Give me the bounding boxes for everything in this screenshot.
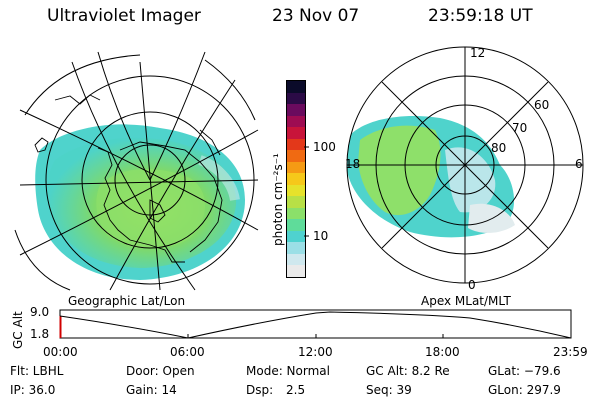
right-aurora-image: [347, 116, 515, 238]
colorbar-tick-10: 10: [313, 229, 329, 243]
colorbar-unit-label: photon cm⁻²s⁻¹: [271, 153, 285, 246]
mlt-label-0: 0: [468, 278, 476, 292]
colorbar-swatch: [287, 127, 305, 139]
info-glon: GLon: 297.9: [488, 383, 561, 397]
altitude-curve: [59, 311, 572, 339]
mlt-label-6: 6: [575, 157, 583, 171]
colorbar-swatch: [287, 138, 305, 151]
left-lat-lon-grid: [19, 51, 259, 291]
info-gc-alt: GC Alt: 8.2 Re: [366, 364, 450, 378]
altitude-ymin-label: 1.8: [30, 327, 50, 341]
right-mlat-mlt-grid: [346, 46, 584, 284]
colorbar-swatch: [287, 207, 305, 220]
colorbar-tick-100: 100: [313, 140, 336, 154]
geographic-globe-panel: [14, 51, 259, 291]
mlat-label-70: 70: [512, 121, 528, 135]
left-panel-caption: Geographic Lat/Lon: [68, 294, 186, 308]
mlt-label-12: 12: [470, 46, 486, 60]
magnetic-polar-panel: [346, 46, 584, 284]
altitude-xtick-0000: 00:00: [43, 345, 78, 359]
info-dsp-value: 2.5: [286, 383, 306, 397]
altitude-ymax-label: 9.0: [30, 305, 50, 319]
altitude-xtick-1200: 12:00: [298, 345, 333, 359]
left-aurora-image: [35, 124, 245, 281]
colorbar-swatch: [287, 92, 305, 105]
app-title: Ultraviolet Imager: [47, 6, 201, 26]
colorbar-ticks: [304, 146, 309, 237]
altitude-xtick-0600: 06:00: [170, 345, 205, 359]
colorbar-swatch: [287, 173, 305, 185]
right-panel-caption: Apex MLat/MLT: [421, 294, 511, 308]
altitude-xtick-2359: 23:59: [553, 345, 588, 359]
colorbar-swatch: [287, 253, 305, 266]
info-seq: Seq: 39: [366, 383, 412, 397]
colorbar-swatch: [287, 115, 305, 128]
colorbar-swatch: [287, 184, 305, 197]
left-coastlines: [34, 94, 223, 263]
info-gain: Gain: 14: [126, 383, 177, 397]
info-dsp-label: Dsp:: [246, 383, 274, 397]
header-date: 23 Nov 07: [272, 6, 360, 26]
colorbar-swatch: [287, 242, 305, 254]
altitude-ylabel: GC Alt: [11, 311, 25, 349]
colorbar-swatch: [287, 219, 305, 231]
info-door: Door: Open: [126, 364, 195, 378]
info-glat: GLat: −79.6: [488, 364, 561, 378]
mlat-label-60: 60: [534, 98, 550, 112]
colorbar-swatch: [287, 104, 305, 116]
colorbar-swatch: [287, 161, 305, 174]
header-time: 23:59:18 UT: [428, 6, 533, 26]
colorbar-swatch: [287, 265, 305, 277]
info-filter: Flt: LBHL: [10, 364, 64, 378]
altitude-xtick-1800: 18:00: [425, 345, 460, 359]
colorbar-swatch: [287, 196, 305, 208]
colorbar-swatch: [287, 150, 305, 162]
info-mode: Mode: Normal: [246, 364, 330, 378]
altitude-plot: [59, 309, 572, 339]
colorbar: [286, 80, 306, 278]
info-ip: IP: 36.0: [10, 383, 56, 397]
mlt-label-18: 18: [345, 157, 361, 171]
colorbar-swatch: [287, 80, 305, 93]
colorbar-swatch: [287, 230, 305, 243]
left-horizon-arcs: [14, 54, 256, 291]
mlat-label-80: 80: [491, 141, 507, 155]
